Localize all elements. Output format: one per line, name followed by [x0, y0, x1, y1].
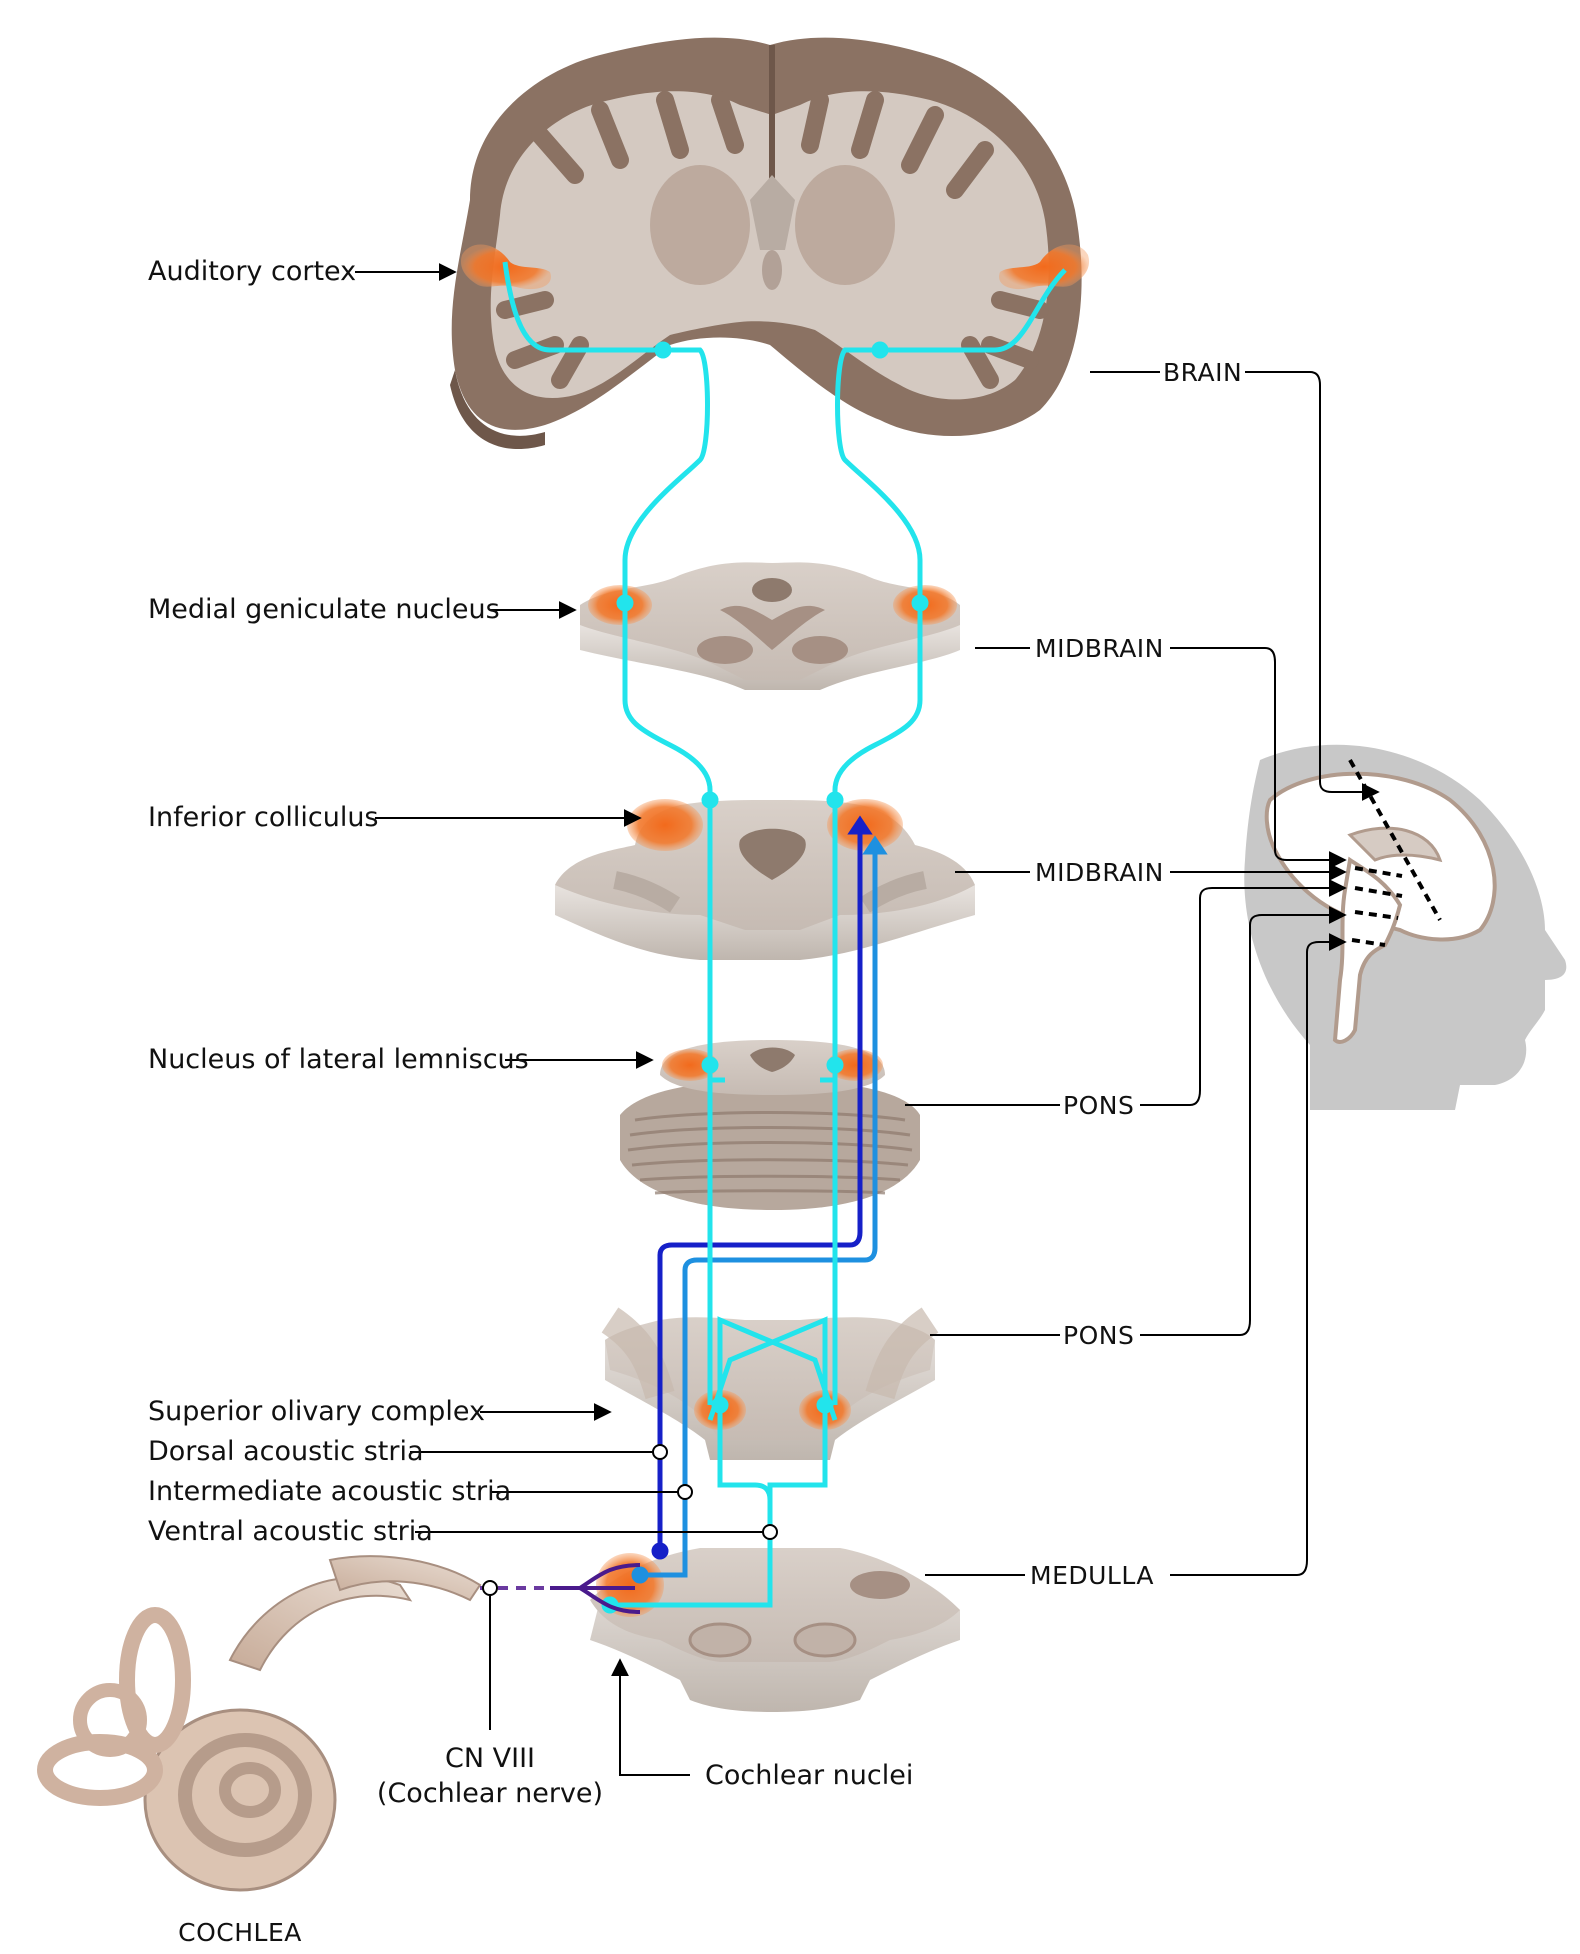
slice-medulla-olive-right — [793, 1622, 857, 1658]
cochlear-nerve-distal — [328, 1555, 482, 1602]
head-corpus-callosum — [1347, 826, 1443, 863]
leader-lines-right — [905, 371, 1380, 1576]
leader-cochlear-nuclei — [611, 1658, 690, 1776]
label-cn-viii-line2: (Cochlear nerve) — [376, 1778, 604, 1809]
leader-pons-lower-b — [1140, 906, 1347, 1336]
leader-brain-b — [1245, 371, 1380, 801]
midbrain-upper-slice — [580, 562, 960, 690]
inferior-colliculus-left-region — [627, 799, 703, 851]
slice-pons-lower-peduncle-right — [865, 1307, 939, 1400]
label-superior-olivary: Superior olivary complex — [148, 1396, 485, 1427]
head-silhouette — [1244, 744, 1567, 1110]
leader-medulla-b — [1170, 933, 1347, 1576]
slice-medulla-nucleus — [850, 1571, 910, 1599]
cochlea-spiral-inner — [219, 1762, 281, 1818]
pathway-dorsal-stria — [651, 815, 873, 1560]
lateral-lemniscus-right-region — [827, 1049, 883, 1081]
level-label-midbrain-upper: MIDBRAIN — [1035, 634, 1164, 663]
label-auditory-cortex: Auditory cortex — [148, 256, 357, 287]
level-label-pons-upper: PONS — [1063, 1091, 1135, 1120]
head-brainstem — [1332, 856, 1403, 1044]
slice-medulla-olive-left — [688, 1622, 752, 1658]
level-label-medulla: MEDULLA — [1030, 1561, 1154, 1590]
leader-markers — [482, 1444, 778, 1596]
semicircular-canal-3 — [73, 1683, 147, 1757]
slice-mgn-nucleus-left — [697, 636, 753, 664]
slice-pons-upper-ventricle — [750, 1047, 795, 1072]
leader-midbrain-upper-b — [1170, 647, 1347, 869]
leader-lines-left — [355, 263, 770, 1776]
slice-mgn-nucleus-right — [792, 636, 848, 664]
brain-front-edge — [450, 370, 545, 450]
slice-ic-tract-right — [860, 871, 927, 913]
midbrain-lower-slice — [555, 799, 975, 960]
pathway-cochlear-nerve — [550, 1563, 641, 1614]
brain-third-ventricle — [762, 250, 782, 290]
slice-mgn-aqueduct — [752, 578, 792, 602]
level-label-midbrain-lower: MIDBRAIN — [1035, 858, 1164, 887]
cochlear-nerve-trunk — [228, 1576, 413, 1672]
label-medial-geniculate: Medial geniculate nucleus — [148, 594, 500, 625]
label-cochlea: COCHLEA — [178, 1918, 302, 1947]
pathway-intermediate-stria — [631, 835, 888, 1584]
slice-mgn-central-gray — [720, 605, 825, 650]
lateral-lemniscus-left-region — [662, 1049, 718, 1081]
brain-basal-ganglia-right — [795, 165, 895, 285]
slice-ic-tract-left — [613, 871, 680, 913]
brain-ventricle — [750, 175, 795, 250]
level-label-brain: BRAIN — [1163, 358, 1243, 387]
level-label-pons-lower: PONS — [1063, 1321, 1135, 1350]
slice-ic-aqueduct — [739, 828, 806, 880]
label-cochlear-nuclei: Cochlear nuclei — [705, 1760, 914, 1791]
cochlea-illustration — [37, 1555, 550, 1892]
brain-coronal-section — [450, 37, 1090, 450]
slice-pons-lower-peduncle-left — [601, 1307, 675, 1400]
label-dorsal-stria: Dorsal acoustic stria — [148, 1436, 424, 1467]
leader-pons-upper-b — [1140, 879, 1347, 1106]
label-ventral-stria: Ventral acoustic stria — [148, 1516, 433, 1547]
label-nucleus-lateral-lemniscus: Nucleus of lateral lemniscus — [148, 1044, 529, 1075]
label-inferior-colliculus: Inferior colliculus — [148, 802, 379, 833]
auditory-cortex-right-region — [999, 244, 1090, 290]
label-intermediate-stria: Intermediate acoustic stria — [148, 1476, 512, 1507]
cochlea-spiral-middle — [178, 1733, 312, 1857]
brain-basal-ganglia-left — [650, 165, 750, 285]
label-cn-viii-line1: CN VIII — [445, 1743, 535, 1774]
brain-sulci — [496, 91, 1049, 389]
semicircular-canal-1 — [119, 1607, 191, 1753]
